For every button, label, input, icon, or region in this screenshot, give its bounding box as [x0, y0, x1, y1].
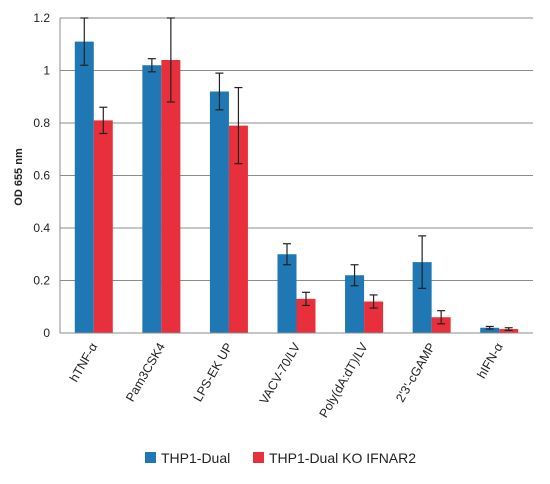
legend-label: THP1-Dual	[161, 450, 230, 466]
bars	[74, 41, 519, 333]
bar	[364, 301, 384, 333]
bar	[93, 120, 113, 333]
y-tick-label: 0.6	[33, 169, 50, 183]
x-tick-label: VACV-70/LV	[257, 340, 304, 407]
y-tick-label: 0	[43, 326, 50, 340]
bar	[480, 327, 500, 333]
error-bars	[80, 17, 513, 331]
y-tick-label: 1.2	[33, 11, 50, 25]
y-axis-title: OD 655 nm	[13, 148, 25, 206]
x-tick-label: hIFN-α	[474, 341, 505, 381]
bar	[499, 329, 519, 333]
legend-swatch	[253, 452, 264, 463]
legend-swatch	[145, 452, 156, 463]
y-tick-label: 1	[43, 64, 50, 78]
y-tick-label: 0.8	[33, 116, 50, 130]
bar	[209, 91, 229, 333]
bar	[161, 60, 181, 333]
bar	[228, 125, 248, 333]
bar	[345, 275, 365, 333]
x-tick-label: hTNF-α	[67, 341, 100, 385]
bar	[277, 254, 297, 333]
legend: THP1-Dual THP1-Dual KO IFNAR2	[145, 450, 416, 466]
bar	[431, 317, 451, 333]
x-tick-label: LPS-EK UP	[191, 341, 236, 405]
bar	[412, 262, 432, 333]
bar	[296, 298, 316, 333]
y-tick-label: 0.4	[33, 221, 50, 235]
bar	[74, 41, 94, 333]
x-tick-label: Pam3CSK4	[123, 340, 168, 404]
x-tick-label: 2'3'-cGAMP	[393, 341, 438, 405]
bar	[142, 65, 162, 333]
x-tick-label: Poly(dA:dT)/LV	[317, 340, 371, 420]
legend-label: THP1-Dual KO IFNAR2	[269, 450, 416, 466]
gridlines	[60, 17, 533, 281]
y-tick-label: 0.2	[33, 274, 50, 288]
